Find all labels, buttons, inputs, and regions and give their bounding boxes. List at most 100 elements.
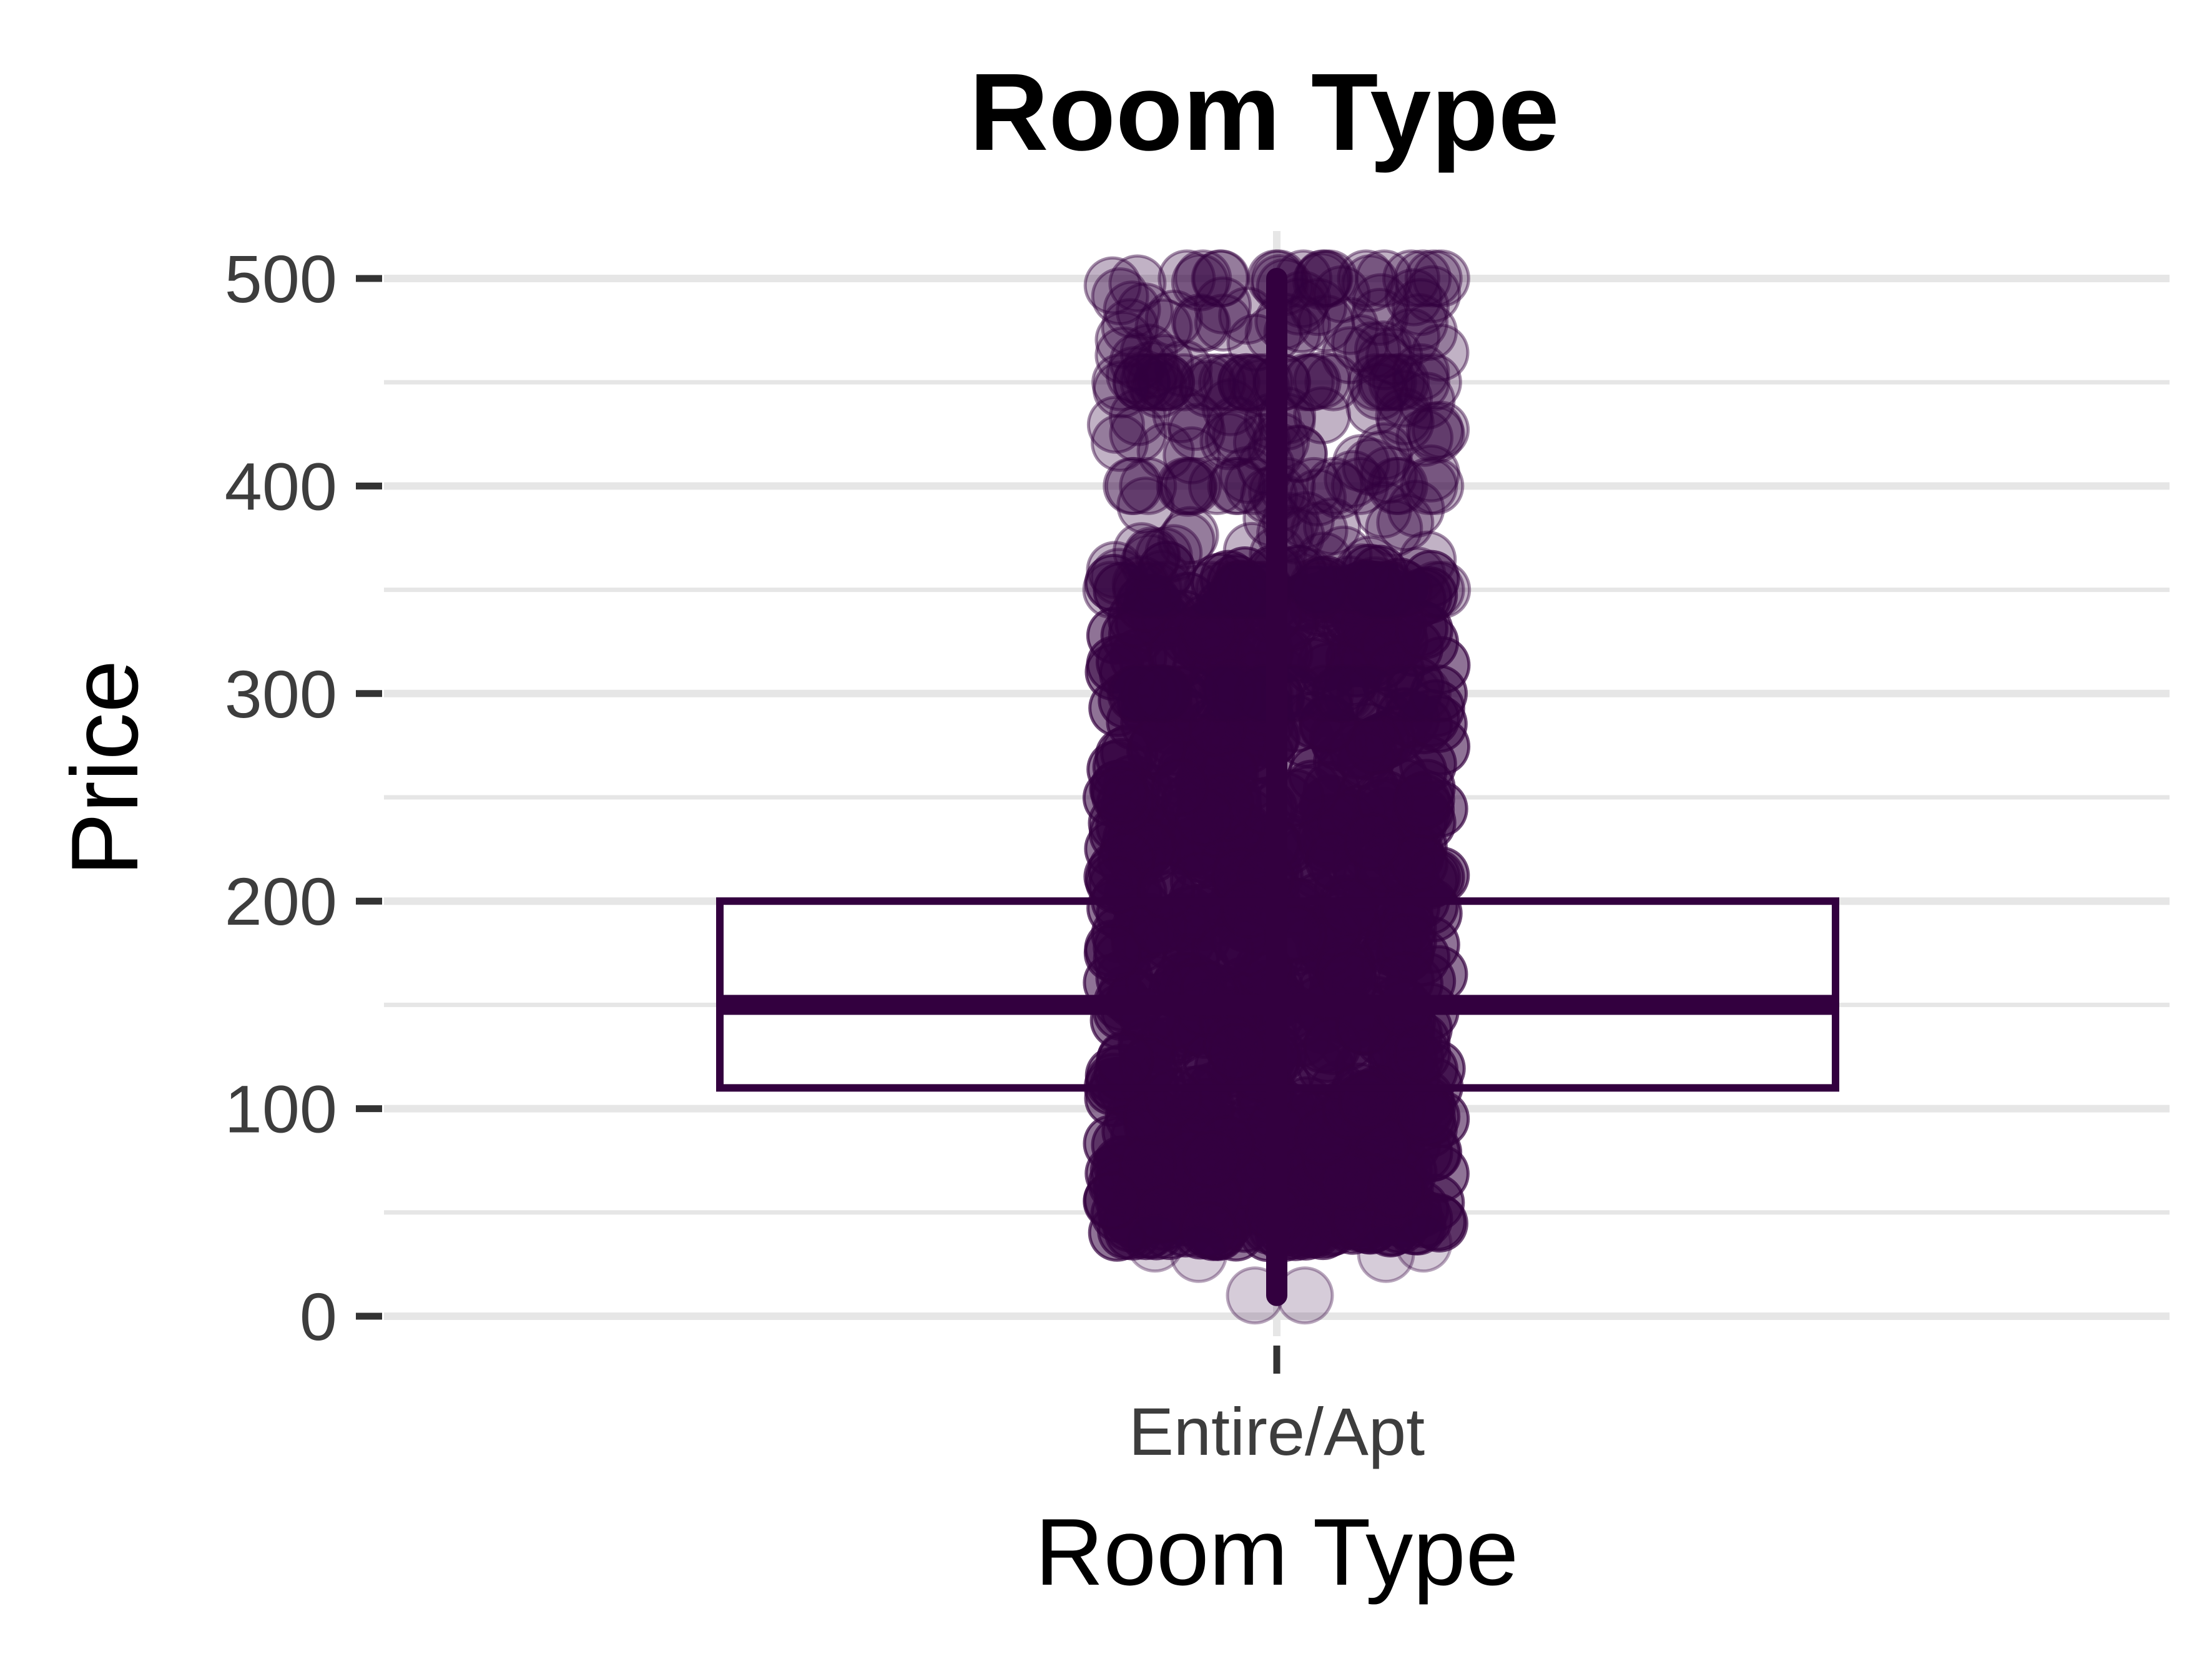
- data-point: [1407, 561, 1465, 619]
- data-point: [1384, 664, 1443, 723]
- data-point: [1165, 561, 1224, 619]
- data-point: [1112, 353, 1171, 411]
- data-point: [1103, 280, 1161, 339]
- data-point: [1366, 1160, 1425, 1219]
- data-point: [1104, 456, 1163, 515]
- data-point: [1392, 772, 1451, 831]
- data-point: [1109, 332, 1167, 391]
- data-point: [1136, 353, 1195, 411]
- data-point: [1299, 694, 1357, 753]
- data-point: [1152, 385, 1211, 443]
- data-point: [1134, 298, 1193, 357]
- data-point: [1330, 456, 1389, 515]
- data-point: [1368, 353, 1427, 411]
- data-point: [1188, 353, 1247, 411]
- data-point: [1130, 360, 1189, 419]
- data-point: [1354, 480, 1412, 539]
- data-point: [1151, 758, 1209, 817]
- data-point: [1156, 456, 1214, 515]
- data-point: [1350, 288, 1409, 346]
- data-point: [1384, 268, 1443, 327]
- data-point: [1192, 249, 1251, 308]
- data-point: [1210, 561, 1269, 619]
- data-point: [1082, 561, 1141, 619]
- data-point: [1115, 574, 1174, 633]
- data-point: [1324, 450, 1382, 508]
- axes: 0 100 200 300 400 500 Entire/Apt: [225, 241, 1425, 1469]
- data-point: [1347, 353, 1405, 411]
- data-point: [1134, 526, 1193, 585]
- y-tick-label: 100: [225, 1071, 337, 1147]
- data-point: [1407, 405, 1465, 464]
- data-point: [1350, 362, 1408, 421]
- data-point: [1136, 333, 1194, 392]
- data-point: [1289, 556, 1347, 615]
- data-point: [1124, 561, 1183, 619]
- data-point: [1198, 353, 1256, 411]
- data-point: [1209, 456, 1267, 515]
- data-point: [1120, 533, 1179, 592]
- data-point: [1374, 559, 1433, 618]
- data-point: [1320, 297, 1379, 355]
- data-point: [1182, 1130, 1241, 1189]
- data-point: [1086, 541, 1144, 599]
- data-point: [1179, 360, 1237, 418]
- data-point: [1198, 664, 1257, 723]
- data-point: [1338, 1071, 1397, 1130]
- data-point: [1392, 353, 1450, 411]
- data-point: [1404, 249, 1463, 308]
- data-point: [1086, 395, 1145, 454]
- data-point: [1320, 555, 1379, 614]
- data-point: [1191, 249, 1249, 308]
- data-point: [1343, 321, 1402, 380]
- data-point: [1144, 524, 1203, 583]
- data-point: [1305, 456, 1364, 515]
- data-point: [1121, 664, 1179, 723]
- data-point: [1194, 293, 1252, 352]
- data-point: [1345, 556, 1404, 614]
- data-point: [1289, 468, 1347, 527]
- data-point: [1320, 878, 1379, 936]
- data-point: [1094, 326, 1153, 385]
- data-point: [1194, 561, 1253, 619]
- data-point: [1110, 664, 1169, 723]
- data-point: [1403, 265, 1462, 323]
- data-point: [1122, 529, 1181, 587]
- data-point: [1128, 664, 1186, 723]
- data-point: [1171, 253, 1229, 312]
- data-point: [1207, 1023, 1266, 1081]
- data-point: [1107, 664, 1166, 723]
- data-point: [1204, 409, 1263, 468]
- data-point: [1092, 360, 1151, 419]
- data-point: [1293, 351, 1352, 410]
- data-point: [1371, 664, 1430, 723]
- data-point: [1297, 294, 1355, 353]
- data-point: [1367, 456, 1425, 515]
- data-point: [1370, 456, 1428, 515]
- y-axis-title: Price: [52, 660, 158, 876]
- data-point: [1355, 332, 1414, 391]
- data-point: [1202, 353, 1261, 411]
- data-point: [1158, 249, 1216, 308]
- data-point: [1144, 289, 1203, 348]
- data-point: [1312, 265, 1371, 323]
- data-point: [1157, 511, 1216, 569]
- y-tick-label: 300: [225, 656, 337, 732]
- data-point: [1354, 430, 1412, 488]
- data-point: [1337, 249, 1395, 308]
- data-point: [1397, 372, 1456, 430]
- data-point: [1340, 535, 1399, 594]
- data-point: [1163, 426, 1221, 485]
- data-point: [1091, 413, 1149, 472]
- data-point: [1091, 353, 1150, 411]
- data-point: [1108, 254, 1167, 313]
- data-point: [1294, 249, 1352, 308]
- data-point: [1408, 1193, 1467, 1251]
- data-point: [1201, 378, 1260, 436]
- y-tick-label: 0: [300, 1279, 337, 1354]
- data-point: [1154, 339, 1213, 398]
- data-point: [1332, 434, 1390, 493]
- data-point: [1132, 664, 1191, 723]
- data-point: [1356, 353, 1415, 411]
